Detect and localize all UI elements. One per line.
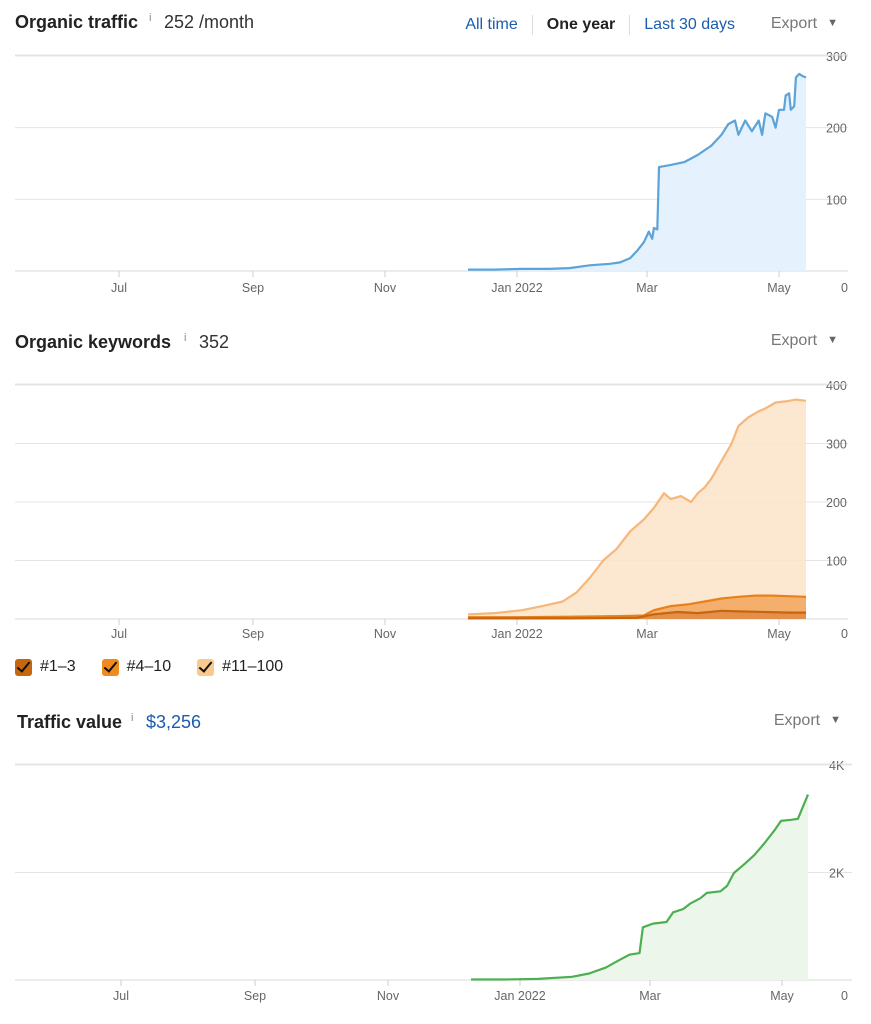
organic-traffic-title: Organic traffic: [15, 12, 139, 32]
organic-keywords-chart: 400 300 200 100 0 Jul Sep Nov Jan 2022 Mar May: [15, 379, 848, 641]
traffic-value-amount: $3,256: [146, 712, 202, 732]
x-tick-label: Sep: [244, 989, 266, 1003]
info-icon[interactable]: i: [184, 332, 187, 344]
legend-item-top10[interactable]: #4–10: [101, 658, 172, 676]
x-tick-label: Sep: [242, 627, 264, 641]
series-area-1: [468, 73, 806, 272]
x-tick-label: Mar: [639, 989, 661, 1003]
legend-label: #4–10: [126, 658, 172, 675]
x-tick-label: Mar: [636, 627, 658, 641]
y-tick-label: 100: [826, 555, 847, 569]
organic-traffic-section: Organic traffic i 252 /month All time On…: [0, 0, 871, 300]
timeframe-selector: All time One year Last 30 days: [451, 14, 749, 36]
checkbox-checked-icon[interactable]: [197, 658, 215, 676]
legend-label: #1–3: [40, 658, 76, 675]
chevron-down-icon: ▼: [827, 17, 838, 29]
export-label: Export: [770, 332, 818, 349]
x-tick-label: Nov: [374, 627, 397, 641]
series-line-1: [471, 794, 810, 981]
x-tick-label: Nov: [374, 281, 397, 295]
legend-item-top100[interactable]: #11–100: [197, 658, 283, 676]
organic-keywords-header: Organic keywords i 352 Export ▼: [0, 330, 871, 360]
organic-keywords-value: 352: [199, 332, 230, 352]
x-tick-label: Jul: [113, 989, 129, 1003]
checkbox-checked-icon[interactable]: [101, 658, 119, 676]
y-tick-label: 200: [826, 122, 847, 136]
series-line-1: [468, 72, 807, 271]
x-tick-label: May: [767, 281, 791, 295]
info-icon[interactable]: i: [149, 12, 152, 24]
chevron-down-icon: ▼: [830, 714, 841, 726]
export-button[interactable]: Export ▼: [771, 332, 838, 350]
series-line-3: [468, 609, 806, 620]
y-tick-label: 200: [826, 496, 847, 510]
x-tick-label: Jul: [111, 627, 127, 641]
x-tick-label: Nov: [377, 989, 400, 1003]
y-tick-label: 300: [826, 50, 847, 64]
series-area-1: [468, 399, 806, 619]
timeframe-last-30-days[interactable]: Last 30 days: [629, 15, 749, 35]
organic-keywords-section: Organic keywords i 352 Export ▼ 400 300 200…: [0, 330, 871, 641]
organic-traffic-chart: 300 200 100 0 Jul Sep Nov Jan 2022 Mar May: [15, 50, 848, 295]
export-label: Export: [773, 712, 821, 729]
y-tick-label: 400: [826, 379, 847, 393]
organic-traffic-value: 252 /month: [164, 12, 255, 32]
checkbox-checked-icon[interactable]: [15, 658, 32, 676]
export-label: Export: [770, 15, 818, 32]
export-button[interactable]: Export ▼: [771, 15, 838, 33]
x-tick-label: Jan 2022: [494, 989, 545, 1003]
x-tick-label: Jan 2022: [491, 281, 542, 295]
x-tick-label: Mar: [636, 281, 658, 295]
traffic-value-title: Traffic value: [17, 712, 123, 732]
traffic-value-header: Traffic value i $3,256 Export ▼: [0, 710, 871, 740]
timeframe-one-year[interactable]: One year: [531, 15, 629, 35]
keywords-legend: #1–3 #4–10 #11–100: [15, 656, 309, 678]
series-line-2: [468, 594, 807, 619]
x-tick-label: Sep: [242, 281, 264, 295]
legend-item-top3[interactable]: #1–3: [15, 658, 76, 676]
organic-keywords-title: Organic keywords: [15, 332, 172, 352]
legend-label: #11–100: [222, 658, 284, 675]
x-tick-label: May: [767, 627, 791, 641]
y-tick-label: 0: [841, 989, 848, 1003]
series-area-3: [468, 610, 806, 619]
y-tick-label: 0: [841, 627, 848, 641]
y-tick-label: 0: [841, 281, 848, 295]
y-tick-label: 100: [826, 193, 847, 207]
y-tick-label: 2K: [829, 867, 845, 881]
organic-traffic-header: Organic traffic i 252 /month All time On…: [0, 0, 871, 35]
x-tick-label: May: [770, 989, 794, 1003]
series-line-1: [467, 398, 807, 616]
info-icon[interactable]: i: [131, 712, 134, 724]
y-tick-label: 300: [826, 438, 847, 452]
timeframe-all-time[interactable]: All time: [465, 16, 518, 33]
y-tick-label: 4K: [829, 759, 845, 773]
x-tick-label: Jul: [111, 281, 127, 295]
chevron-down-icon: ▼: [827, 334, 838, 346]
x-tick-label: Jan 2022: [491, 627, 542, 641]
export-button[interactable]: Export ▼: [774, 712, 841, 730]
series-area-1: [471, 794, 808, 980]
